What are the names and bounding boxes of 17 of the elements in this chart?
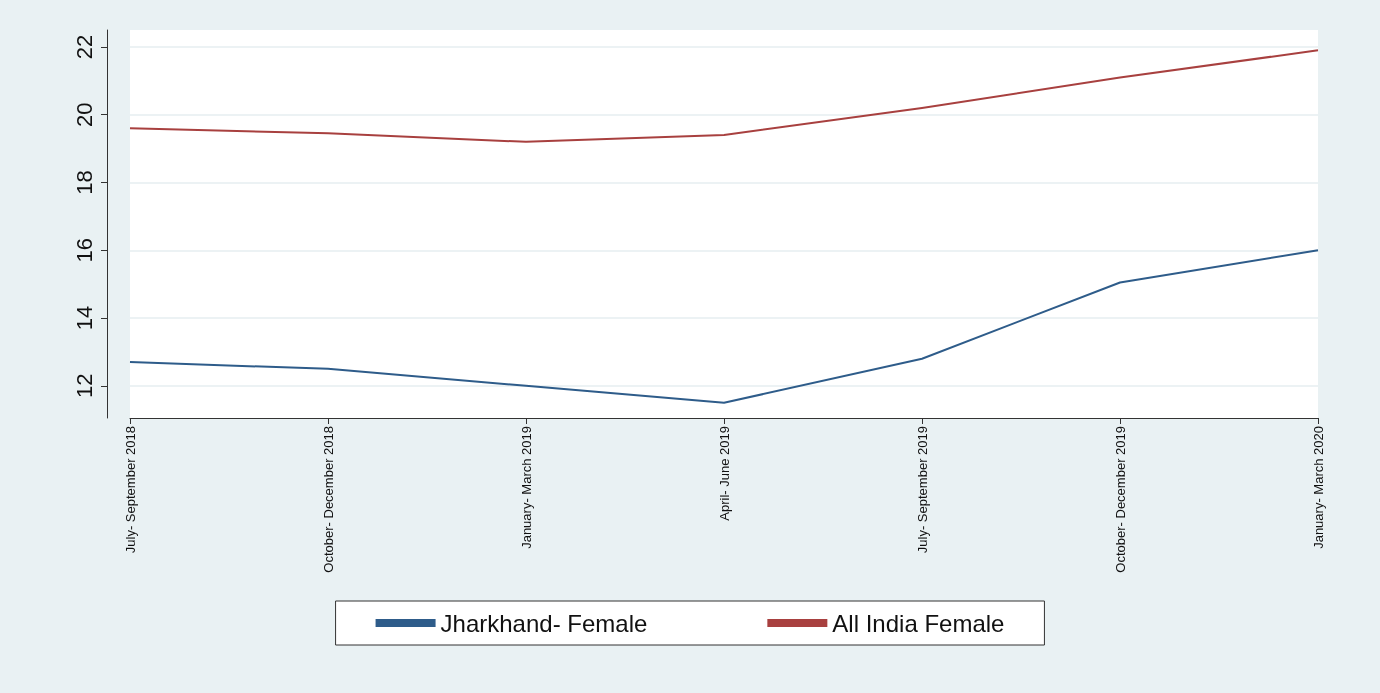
y-tick-label: 18 xyxy=(71,170,97,195)
x-tick-label: July- September 2018 xyxy=(122,426,138,554)
y-tick-label: 16 xyxy=(71,238,97,263)
y-tick-label: 20 xyxy=(71,102,97,127)
x-tick-label: January- March 2020 xyxy=(1310,426,1326,549)
x-tick-label: October- December 2018 xyxy=(320,426,336,573)
line-series xyxy=(129,249,1319,404)
y-tick-label: 12 xyxy=(71,373,97,399)
x-tick-label: October- December 2019 xyxy=(1112,426,1128,573)
x-tick-label: January- March 2019 xyxy=(518,426,534,549)
y-tick-label: 22 xyxy=(71,34,97,60)
line-series xyxy=(129,49,1319,143)
legend-label: Jharkhand- Female xyxy=(440,609,648,637)
x-tick-label: April- June 2019 xyxy=(716,426,732,521)
y-tick-label: 14 xyxy=(71,305,97,331)
x-tick-label: July- September 2019 xyxy=(914,426,930,554)
legend-label: All India Female xyxy=(832,609,1005,637)
